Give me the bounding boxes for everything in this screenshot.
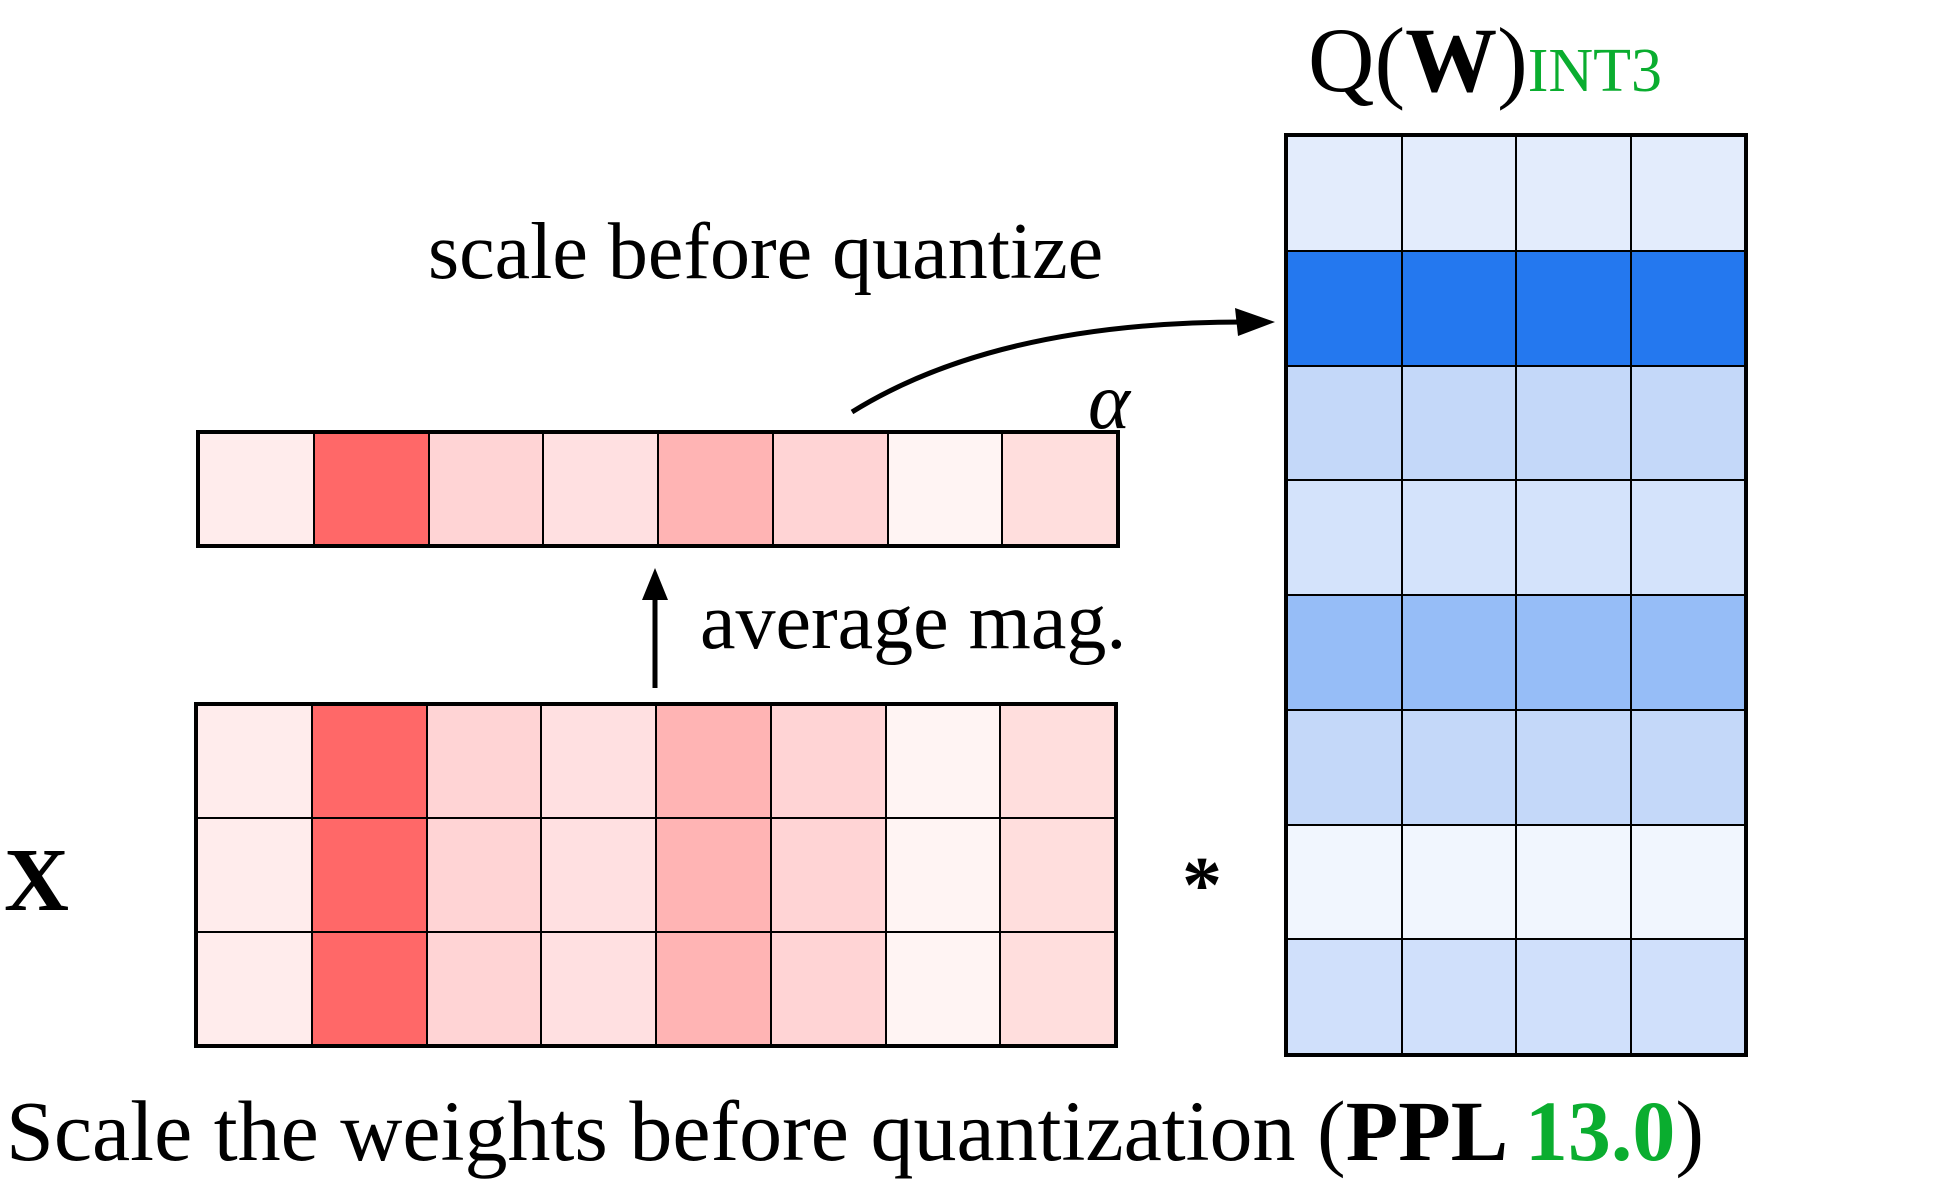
weight-matrix-title: Q(W)INT3	[1308, 14, 1662, 106]
x-cell	[770, 705, 886, 819]
w-cell	[1287, 365, 1402, 481]
x-cell	[426, 705, 542, 819]
w-cell	[1630, 709, 1745, 825]
w-cell	[1630, 824, 1745, 940]
alpha-label: α	[1088, 358, 1130, 446]
x-cell	[311, 818, 427, 932]
w-cell	[1287, 250, 1402, 366]
multiply-sign: *	[1182, 842, 1222, 930]
x-cell	[770, 931, 886, 1045]
x-cell	[426, 931, 542, 1045]
w-cell	[1287, 136, 1402, 251]
w-cell	[1630, 365, 1745, 481]
x-cell	[770, 818, 886, 932]
x-cell	[885, 705, 1001, 819]
w-cell	[1401, 480, 1516, 595]
x-cell	[541, 705, 656, 819]
title-int3-subscript: INT3	[1527, 37, 1663, 105]
x-cell	[1000, 818, 1115, 932]
w-cell	[1630, 595, 1745, 710]
x-cell	[1000, 931, 1115, 1045]
x-cell	[197, 931, 312, 1045]
caption: Scale the weights before quantization (P…	[6, 1088, 1704, 1174]
x-matrix	[194, 702, 1118, 1048]
caption-ppl-label: PPL	[1345, 1083, 1525, 1179]
x-cell	[656, 705, 771, 819]
w-cell	[1630, 480, 1745, 595]
x-cell	[426, 818, 542, 932]
w-cell	[1287, 709, 1402, 825]
w-cell	[1516, 595, 1631, 710]
x-cell	[885, 931, 1001, 1045]
w-cell	[1516, 136, 1631, 251]
scale-cell	[543, 433, 658, 545]
w-cell	[1516, 824, 1631, 940]
w-cell	[1630, 136, 1745, 251]
scale-cell	[428, 433, 544, 545]
w-cell	[1516, 709, 1631, 825]
scale-before-quantize-label: scale before quantize	[428, 208, 1104, 296]
x-cell	[197, 818, 312, 932]
w-cell	[1287, 939, 1402, 1054]
w-cell	[1401, 136, 1516, 251]
x-cell	[311, 705, 427, 819]
caption-suffix: )	[1675, 1083, 1705, 1179]
w-cell	[1630, 250, 1745, 366]
w-matrix	[1284, 133, 1748, 1057]
title-q-close: )	[1497, 9, 1528, 111]
w-cell	[1516, 250, 1631, 366]
w-cell	[1401, 939, 1516, 1054]
x-cell	[197, 705, 312, 819]
x-cell	[656, 818, 771, 932]
w-cell	[1287, 824, 1402, 940]
title-q-open: Q(	[1308, 9, 1406, 111]
w-cell	[1516, 365, 1631, 481]
x-cell	[541, 931, 656, 1045]
w-cell	[1401, 250, 1516, 366]
scale-cell	[1002, 433, 1117, 545]
w-cell	[1516, 480, 1631, 595]
w-cell	[1630, 939, 1745, 1054]
w-cell	[1401, 595, 1516, 710]
scale-cell	[658, 433, 773, 545]
scale-cell	[772, 433, 888, 545]
w-cell	[1401, 365, 1516, 481]
x-label: X	[4, 831, 69, 930]
x-cell	[1000, 705, 1115, 819]
w-cell	[1401, 824, 1516, 940]
x-cell	[885, 818, 1001, 932]
caption-ppl-value: 13.0	[1524, 1083, 1676, 1179]
scale-cell	[887, 433, 1003, 545]
w-cell	[1401, 709, 1516, 825]
w-cell	[1287, 595, 1402, 710]
w-cell	[1516, 939, 1631, 1054]
scale-cell	[199, 433, 314, 545]
caption-prefix: Scale the weights before quantization (	[6, 1083, 1346, 1179]
title-w: W	[1405, 9, 1498, 111]
scale-vector	[196, 430, 1120, 548]
w-cell	[1287, 480, 1402, 595]
x-cell	[311, 931, 427, 1045]
x-cell	[656, 931, 771, 1045]
average-mag-label: average mag.	[700, 578, 1127, 666]
scale-cell	[313, 433, 429, 545]
x-cell	[541, 818, 656, 932]
